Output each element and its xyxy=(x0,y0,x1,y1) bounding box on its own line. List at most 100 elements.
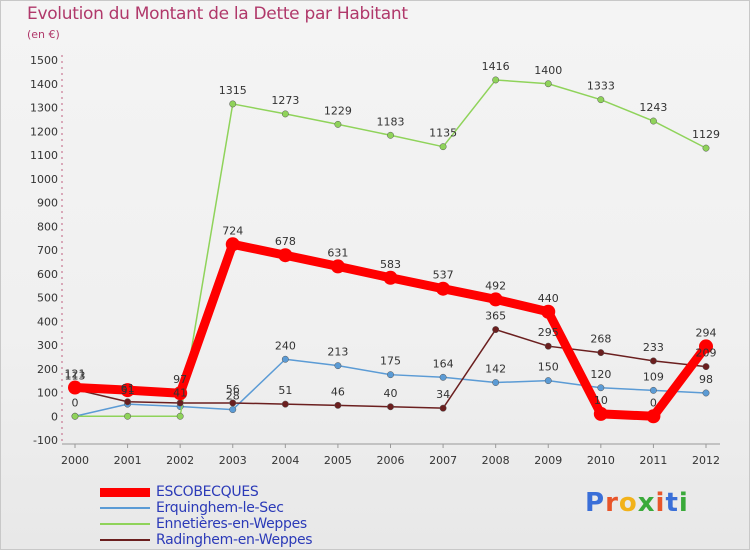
y-tick-label: 100 xyxy=(37,387,58,400)
data-label: 440 xyxy=(538,292,559,305)
legend-swatch xyxy=(100,539,150,541)
data-point xyxy=(439,373,447,381)
chart-subtitle: (en €) xyxy=(27,28,60,41)
x-tick-label: 2002 xyxy=(166,454,194,467)
data-label: 97 xyxy=(173,373,187,386)
legend-label: Ennetières-en-Weppes xyxy=(156,516,307,532)
x-tick-label: 2012 xyxy=(692,454,720,467)
data-label: 46 xyxy=(331,385,345,398)
data-label: 537 xyxy=(433,269,454,282)
data-point xyxy=(544,377,552,385)
y-tick-label: 1500 xyxy=(30,54,58,67)
data-label: 1183 xyxy=(377,115,405,128)
proxiti-logo: Proxiti xyxy=(585,488,689,518)
x-tick-label: 2011 xyxy=(639,454,667,467)
chart-title: Evolution du Montant de la Dette par Hab… xyxy=(27,4,408,24)
data-point xyxy=(492,76,500,84)
data-point xyxy=(330,259,345,274)
data-label: 150 xyxy=(538,361,559,374)
data-point xyxy=(173,386,188,401)
data-label: 631 xyxy=(327,246,348,259)
data-label: 1135 xyxy=(429,127,457,140)
x-tick-label: 2006 xyxy=(377,454,405,467)
data-point xyxy=(225,237,240,252)
y-tick-label: 1000 xyxy=(30,173,58,186)
data-point xyxy=(699,339,713,354)
x-tick-label: 2008 xyxy=(482,454,510,467)
data-point xyxy=(176,412,184,420)
legend-swatch xyxy=(100,487,150,497)
data-label: 492 xyxy=(485,279,506,292)
legend-label: ESCOBECQUES xyxy=(156,484,259,500)
data-point xyxy=(124,398,132,406)
logo-letter: o xyxy=(618,488,638,518)
data-point xyxy=(649,117,657,125)
data-label: 1273 xyxy=(271,94,299,107)
data-label: 109 xyxy=(643,370,664,383)
x-tick-label: 2003 xyxy=(219,454,247,467)
y-tick-label: 1300 xyxy=(30,102,58,115)
data-point xyxy=(387,131,394,139)
data-point xyxy=(334,120,342,128)
data-point xyxy=(71,412,79,420)
y-tick-label: 500 xyxy=(37,292,58,305)
data-label: 175 xyxy=(380,355,401,368)
x-tick-label: 2005 xyxy=(324,454,352,467)
legend-swatch xyxy=(100,523,150,525)
logo-letter: r xyxy=(605,488,619,518)
data-point xyxy=(383,270,398,285)
data-point xyxy=(334,362,342,370)
data-label: 1229 xyxy=(324,104,352,117)
data-label: 0 xyxy=(650,396,657,409)
logo-letter: i xyxy=(655,488,666,518)
data-label: 98 xyxy=(699,373,713,386)
data-label: 40 xyxy=(384,387,398,400)
data-label: 41 xyxy=(173,387,187,400)
data-point xyxy=(229,100,237,108)
y-tick-label: 800 xyxy=(37,220,58,233)
x-tick-label: 2010 xyxy=(587,454,615,467)
data-label: 1243 xyxy=(639,101,667,114)
axes: -100010020030040050060070080090010001100… xyxy=(30,54,720,467)
data-point xyxy=(544,342,552,350)
logo-letter: P xyxy=(585,488,606,518)
data-label: 113 xyxy=(65,369,86,382)
data-point xyxy=(541,304,556,319)
y-tick-label: 300 xyxy=(37,339,58,352)
data-point xyxy=(492,379,500,386)
data-label: 142 xyxy=(485,363,506,376)
data-label: 1416 xyxy=(482,60,510,73)
data-point xyxy=(593,406,608,421)
y-tick-label: 600 xyxy=(37,268,58,281)
data-label: 1129 xyxy=(692,128,720,141)
data-label: 164 xyxy=(433,357,454,370)
data-point xyxy=(702,144,710,152)
y-tick-label: 1400 xyxy=(30,78,58,91)
data-point xyxy=(387,371,394,379)
data-label: 1333 xyxy=(587,80,615,93)
data-label: 121 xyxy=(65,368,86,381)
data-label: 34 xyxy=(436,388,450,401)
data-point xyxy=(436,281,451,296)
y-tick-label: 200 xyxy=(37,363,58,376)
data-point xyxy=(702,363,710,371)
data-label: 213 xyxy=(327,346,348,359)
data-point xyxy=(281,400,289,408)
data-label: 120 xyxy=(590,368,611,381)
data-point xyxy=(387,403,394,411)
legend-label: Radinghem-en-Weppes xyxy=(156,532,313,548)
data-label: 724 xyxy=(222,224,243,237)
data-label: 61 xyxy=(121,382,135,395)
data-point xyxy=(439,404,447,412)
logo-letter: x xyxy=(637,488,656,518)
data-label: 1315 xyxy=(219,84,247,97)
data-label: 51 xyxy=(278,384,292,397)
data-label: 28 xyxy=(226,390,240,403)
data-label: 268 xyxy=(590,333,611,346)
series-layer xyxy=(68,76,713,424)
data-point xyxy=(439,143,447,151)
data-label: 51 xyxy=(121,384,135,397)
data-point xyxy=(120,383,135,398)
data-point xyxy=(281,110,289,118)
data-point xyxy=(278,248,293,263)
